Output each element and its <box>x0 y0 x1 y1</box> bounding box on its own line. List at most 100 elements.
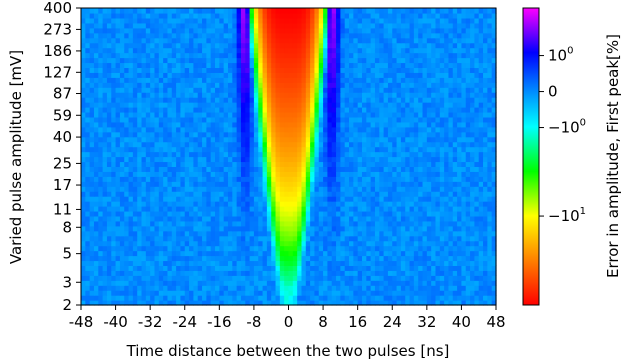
heatmap-cell <box>176 255 182 262</box>
heatmap-cell <box>93 166 99 172</box>
heatmap-cell <box>470 196 475 202</box>
heatmap-cell <box>292 47 298 54</box>
heatmap-cell <box>223 265 229 271</box>
heatmap-cell <box>189 102 194 108</box>
heatmap-cell <box>439 235 445 242</box>
heatmap-cell <box>452 166 458 172</box>
heatmap-cell <box>470 176 475 182</box>
heatmap-cell <box>128 126 134 133</box>
heatmap-cell <box>357 295 363 301</box>
heatmap-cell <box>215 196 220 202</box>
heatmap-cell <box>249 186 255 192</box>
heatmap-cell <box>413 225 419 232</box>
heatmap-cell <box>184 62 190 68</box>
heatmap-cell <box>93 196 99 202</box>
heatmap-cell <box>253 255 259 262</box>
heatmap-cell <box>465 270 471 276</box>
heatmap-cell <box>266 102 272 108</box>
heatmap-cell <box>141 67 147 73</box>
heatmap-cell <box>409 156 415 163</box>
heatmap-cell <box>202 156 207 163</box>
heatmap-cell <box>279 186 285 192</box>
heatmap-cell <box>387 260 393 266</box>
heatmap-cell <box>413 131 419 138</box>
heatmap-cell <box>431 285 437 291</box>
heatmap-cell <box>150 300 156 306</box>
heatmap-cell <box>245 171 251 177</box>
heatmap-cell <box>275 57 281 64</box>
heatmap-cell <box>465 62 471 68</box>
heatmap-cell <box>227 87 233 93</box>
heatmap-cell <box>128 230 134 237</box>
heatmap-cell <box>392 191 398 197</box>
heatmap-cell <box>383 201 389 207</box>
heatmap-cell <box>448 77 454 83</box>
heatmap-cell <box>210 230 216 237</box>
heatmap-cell <box>154 225 160 232</box>
heatmap-cell <box>271 57 277 64</box>
heatmap-cell <box>219 225 225 232</box>
heatmap-cell <box>413 181 419 187</box>
heatmap-cell <box>215 151 220 158</box>
heatmap-cell <box>262 87 268 93</box>
heatmap-cell <box>167 280 173 286</box>
heatmap-cell <box>227 280 233 286</box>
heatmap-cell <box>409 126 415 133</box>
heatmap-cell <box>297 235 303 242</box>
heatmap-cell <box>392 171 398 177</box>
heatmap-cell <box>240 230 246 237</box>
heatmap-cell <box>452 206 458 212</box>
heatmap-cell <box>301 295 307 301</box>
heatmap-cell <box>292 67 298 73</box>
heatmap-cell <box>279 67 285 73</box>
heatmap-cell <box>119 230 125 237</box>
heatmap-cell <box>115 255 121 262</box>
heatmap-cell <box>115 225 121 232</box>
heatmap-cell <box>297 285 303 291</box>
heatmap-cell <box>344 151 350 158</box>
heatmap-cell <box>439 181 445 187</box>
heatmap-cell <box>297 126 303 133</box>
heatmap-cell <box>93 181 99 187</box>
heatmap-cell <box>215 72 220 78</box>
heatmap-cell <box>323 245 328 252</box>
heatmap-cell <box>474 196 480 202</box>
heatmap-cell <box>370 141 376 148</box>
heatmap-cell <box>470 270 475 276</box>
heatmap-cell <box>176 250 182 257</box>
heatmap-cell <box>431 250 437 257</box>
heatmap-cell <box>266 265 272 271</box>
heatmap-cell <box>292 102 298 108</box>
heatmap-cell <box>189 235 194 242</box>
heatmap-cell <box>340 225 346 232</box>
heatmap-cell <box>193 191 199 197</box>
heatmap-cell <box>106 245 112 252</box>
heatmap-cell <box>327 107 333 113</box>
heatmap-cell <box>253 290 259 296</box>
heatmap-cell <box>227 146 233 153</box>
heatmap-cell <box>297 52 303 59</box>
heatmap-cell <box>128 87 134 93</box>
heatmap-cell <box>258 265 264 271</box>
heatmap-cell <box>470 220 475 227</box>
heatmap-cell <box>197 265 203 271</box>
heatmap-cell <box>357 52 363 59</box>
heatmap-cell <box>284 176 290 182</box>
heatmap-cell <box>93 151 99 158</box>
heatmap-cell <box>102 176 108 182</box>
heatmap-cell <box>266 52 272 59</box>
heatmap-cell <box>128 181 134 187</box>
heatmap-cell <box>89 141 95 148</box>
heatmap-cell <box>396 290 402 296</box>
heatmap-cell <box>310 295 316 301</box>
heatmap-cell <box>223 220 229 227</box>
heatmap-cell <box>262 62 268 68</box>
heatmap-cell <box>89 156 95 163</box>
heatmap-cell <box>418 67 424 73</box>
heatmap-cell <box>141 230 147 237</box>
heatmap-cell <box>344 260 350 266</box>
heatmap-cell <box>158 220 164 227</box>
heatmap-cell <box>150 260 156 266</box>
heatmap-cell <box>336 82 341 88</box>
heatmap-cell <box>491 156 497 163</box>
